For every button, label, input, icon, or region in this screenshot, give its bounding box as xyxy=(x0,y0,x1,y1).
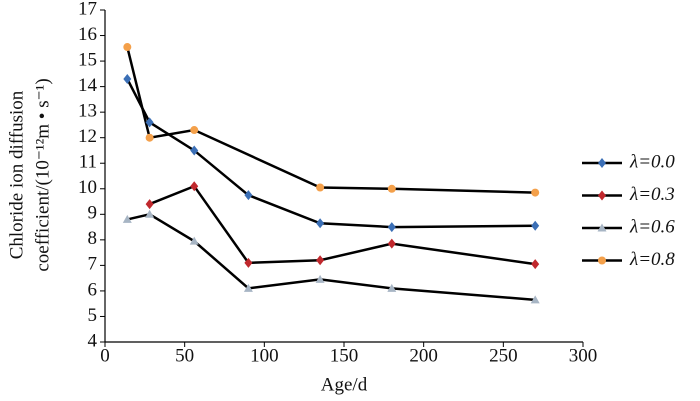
series-line xyxy=(149,184,536,266)
data-point xyxy=(244,257,253,268)
data-point xyxy=(123,43,132,52)
data-point xyxy=(190,126,199,135)
legend-label: λ=0.6 xyxy=(629,216,675,237)
data-point xyxy=(316,218,325,229)
data-point xyxy=(190,145,199,156)
legend-marker xyxy=(598,158,606,168)
y-tick-label: 17 xyxy=(78,0,97,19)
y-tick-label: 10 xyxy=(78,177,97,198)
x-tick-label: 50 xyxy=(175,345,194,366)
data-point xyxy=(316,183,325,192)
legend-label: λ=0.3 xyxy=(629,184,675,205)
legend-marker xyxy=(597,223,607,232)
y-tick-label: 15 xyxy=(78,49,97,70)
y-tick-label: 5 xyxy=(88,305,98,326)
data-point xyxy=(315,274,325,283)
y-tick-label: 8 xyxy=(88,228,98,249)
y-tick-label: 16 xyxy=(78,24,97,45)
series-line xyxy=(126,46,536,194)
data-point xyxy=(387,222,396,233)
legend-marker xyxy=(598,190,606,201)
data-point xyxy=(243,283,253,292)
legend-label: λ=0.0 xyxy=(629,151,675,172)
series-line xyxy=(126,78,536,229)
data-point xyxy=(189,236,199,245)
y-tick-label: 13 xyxy=(78,101,97,122)
data-point xyxy=(387,184,396,193)
data-point xyxy=(531,220,540,231)
y-tick-label: 4 xyxy=(88,330,98,351)
y-tick-label: 9 xyxy=(88,203,98,224)
data-point xyxy=(531,188,540,197)
x-tick-label: 300 xyxy=(569,345,598,366)
y-tick-label: 11 xyxy=(79,152,97,173)
y-axis-label: Chloride ion diffusion xyxy=(6,90,27,259)
data-point xyxy=(145,133,154,142)
legend-marker xyxy=(598,256,606,265)
data-point xyxy=(316,255,325,266)
data-point xyxy=(531,259,540,270)
data-point xyxy=(122,214,132,223)
x-tick-label: 150 xyxy=(330,345,359,366)
y-tick-label: 12 xyxy=(78,126,97,147)
x-tick-label: 0 xyxy=(100,345,110,366)
y-tick-label: 14 xyxy=(78,75,98,96)
y-axis-label: coefficient/(10⁻¹²m • s⁻¹) xyxy=(32,78,53,271)
x-axis-label: Age/d xyxy=(321,374,368,395)
y-tick-label: 7 xyxy=(88,254,98,275)
data-point xyxy=(530,295,540,304)
data-point xyxy=(387,238,396,249)
x-tick-label: 100 xyxy=(250,345,279,366)
x-tick-label: 200 xyxy=(409,345,438,366)
data-point xyxy=(123,73,132,84)
x-tick-label: 250 xyxy=(489,345,518,366)
data-point xyxy=(145,117,154,128)
data-point xyxy=(387,283,397,292)
data-point xyxy=(145,199,154,210)
y-tick-label: 6 xyxy=(88,279,98,300)
data-point xyxy=(145,209,155,218)
data-point xyxy=(190,181,199,192)
legend-label: λ=0.8 xyxy=(629,249,675,270)
data-point xyxy=(244,190,253,201)
